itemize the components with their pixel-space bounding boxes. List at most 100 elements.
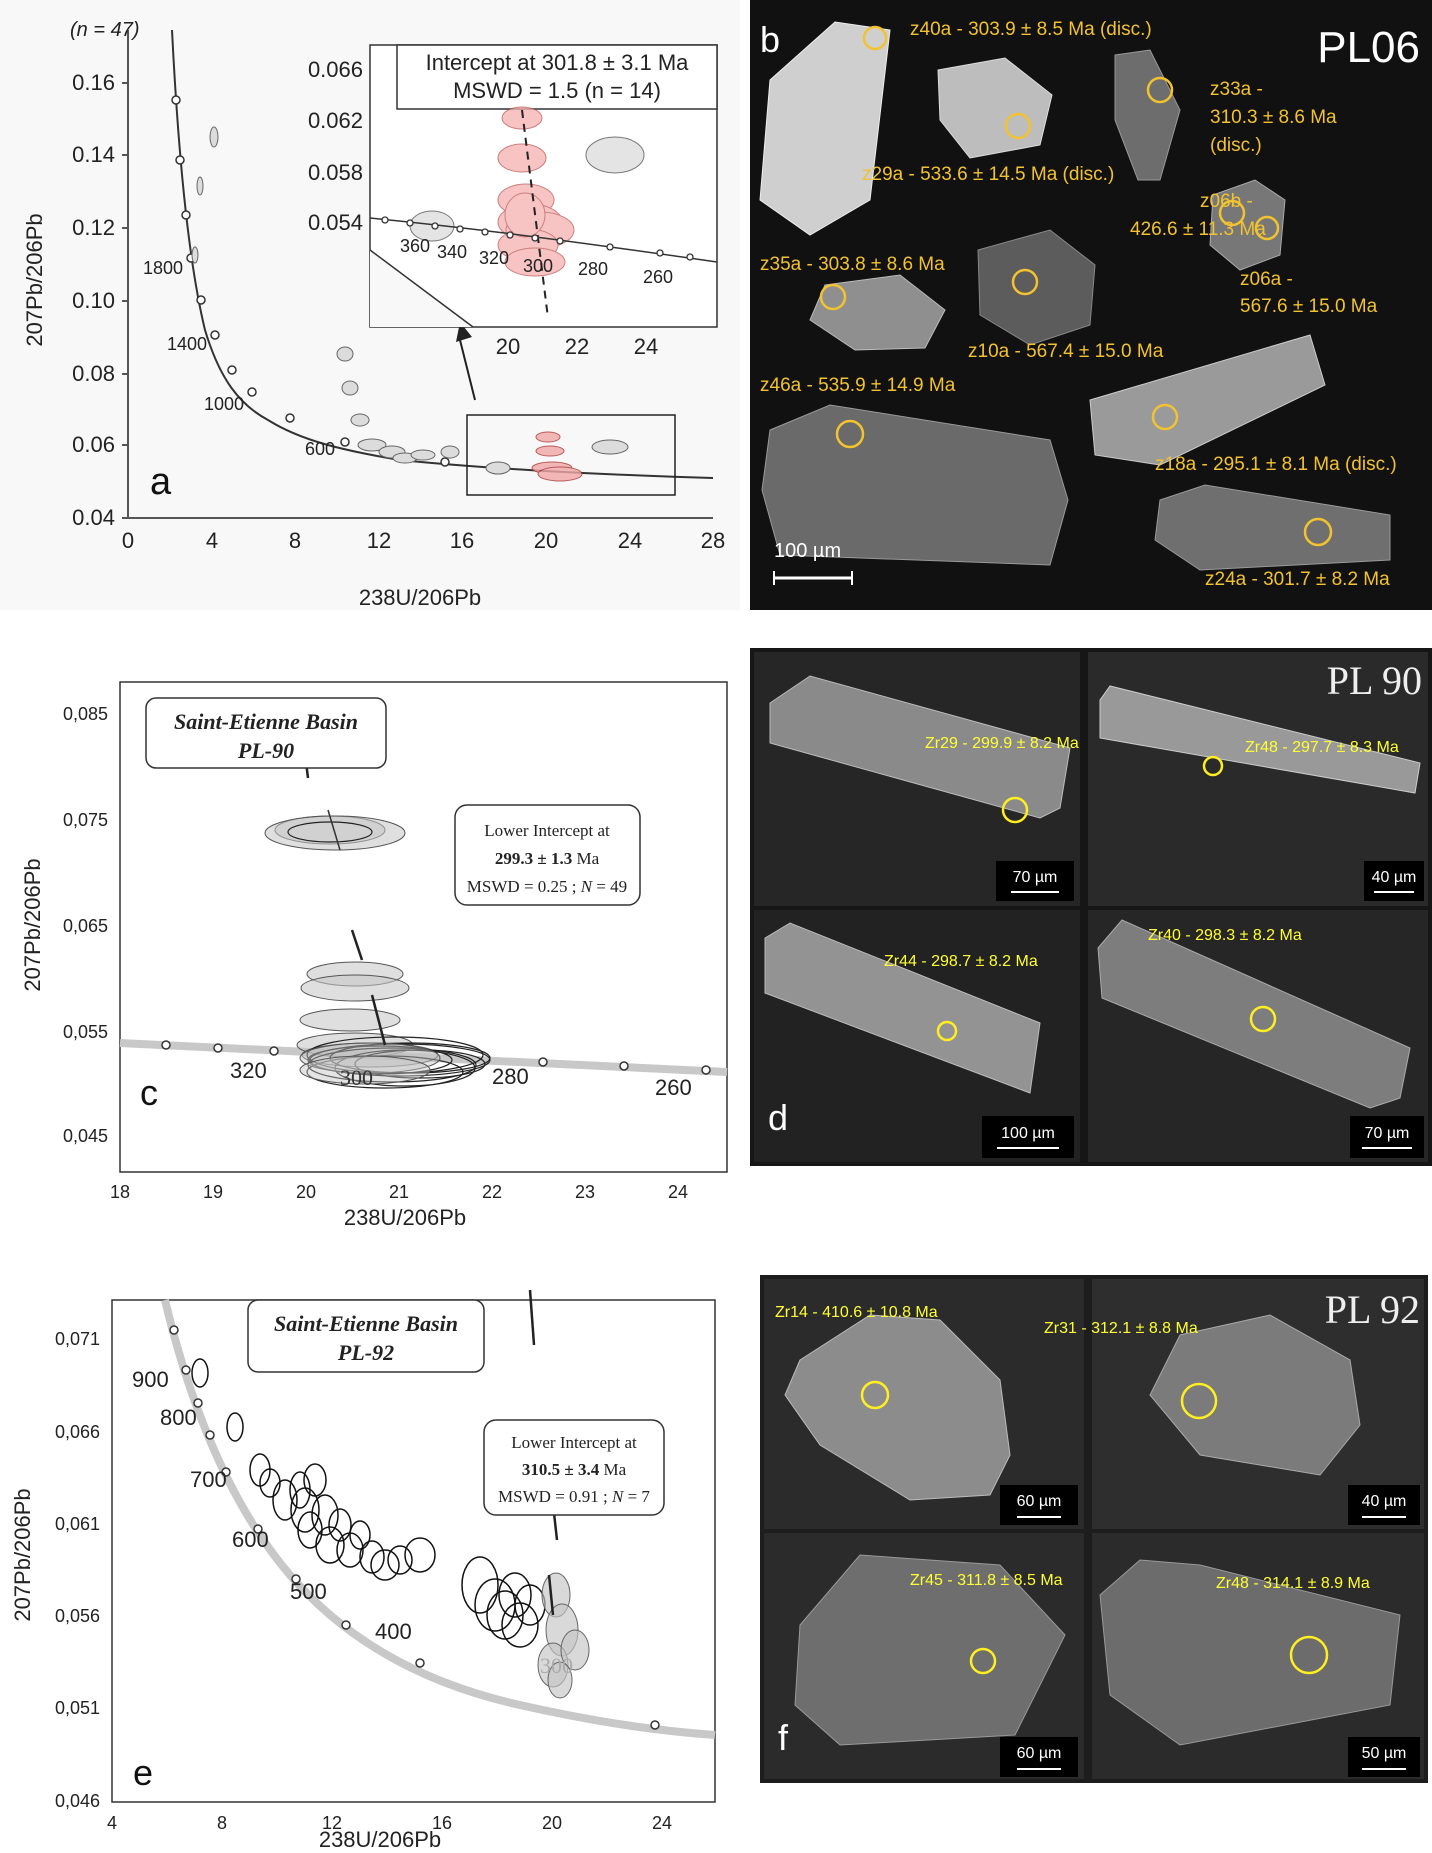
panel-b-grain-label: (disc.) [1210, 135, 1262, 156]
panel-a-ytick: 0.08 [72, 361, 115, 386]
panel-e-intercept-box [483, 1419, 665, 1516]
panel-b-grain-label: z18a - 295.1 ± 8.1 Ma (disc.) [1155, 454, 1397, 475]
panel-b-svg: z40a - 303.9 ± 8.5 Ma (disc.) z33a - 310… [750, 0, 1432, 610]
panel-f-grain-label: Zr31 - 312.1 ± 8.8 Ma [1044, 1320, 1198, 1337]
panel-d-grain-label: Zr44 - 298.7 ± 8.2 Ma [884, 953, 1038, 970]
panel-e-age-label: 500 [290, 1579, 327, 1604]
panel-e-box-age: 310.5 ± 3.4 [522, 1460, 600, 1479]
panel-c-age-label: 260 [655, 1075, 692, 1100]
panel-e-ytick: 0,056 [55, 1606, 100, 1626]
panel-f-scale-label: 60 µm [1017, 1745, 1062, 1762]
panel-c-intercept-box [454, 804, 641, 906]
panel-f-scale-box [1000, 1737, 1078, 1777]
panel-a-inset-age-label: 340 [437, 242, 467, 262]
panel-a-age-label: 1800 [143, 258, 183, 278]
panel-d-zircon-images: Zr29 - 299.9 ± 8.2 Ma Zr48 - 297.7 ± 8.3… [750, 648, 1432, 1166]
panel-c-ytick: 0,065 [63, 916, 108, 936]
panel-a-inset-age-label: 300 [523, 256, 553, 276]
panel-a-xtick: 20 [534, 528, 558, 553]
panel-f-zircon-images: Zr14 - 410.6 ± 10.8 Ma Zr31 - 312.1 ± 8.… [760, 1275, 1428, 1783]
panel-b-grain-label: z10a - 567.4 ± 15.0 Ma [968, 341, 1164, 362]
panel-a-intercept-line1: Intercept at 301.8 ± 3.1 Ma [426, 50, 690, 75]
panel-e-age-label: 900 [132, 1367, 169, 1392]
panel-a-ytick: 0.12 [72, 215, 115, 240]
panel-f-scale-label: 60 µm [1017, 1493, 1062, 1510]
panel-e-ytick: 0,066 [55, 1422, 100, 1442]
panel-b-grain-label: 310.3 ± 8.6 Ma [1210, 107, 1337, 128]
panel-c-title-line2: PL-90 [237, 738, 294, 763]
panel-a-inset-ytick: 0.054 [308, 210, 363, 235]
panel-d-scale-box [1350, 1116, 1424, 1158]
panel-c-box-age: 299.3 ± 1.3 [495, 849, 572, 868]
panel-a-age-label: 600 [305, 439, 335, 459]
panel-c-ylabel: 207Pb/206Pb [20, 858, 45, 991]
panel-a-inset-age-label: 320 [479, 248, 509, 268]
panel-c-age-label: 280 [492, 1064, 529, 1089]
panel-d-grain-label: Zr29 - 299.9 ± 8.2 Ma [925, 735, 1079, 752]
panel-a-xlabel: 238U/206Pb [359, 585, 481, 610]
panel-a-letter: a [150, 461, 172, 503]
panel-e-title-box [247, 1299, 485, 1373]
panel-d-grain-label: Zr40 - 298.3 ± 8.2 Ma [1148, 927, 1302, 944]
panel-b-grain-label: z06a - [1240, 269, 1293, 290]
panel-c-xtick: 20 [296, 1182, 316, 1202]
panel-b-scale-label: 100 µm [774, 540, 841, 562]
panel-e-ytick: 0,071 [55, 1329, 100, 1349]
panel-a-xtick: 28 [701, 528, 725, 553]
panel-e-ytick: 0,051 [55, 1698, 100, 1718]
panel-f-scale-box [1348, 1737, 1420, 1777]
panel-e-xtick: 20 [542, 1813, 562, 1833]
panel-c-ytick: 0,085 [63, 704, 108, 724]
panel-c-ytick: 0,045 [63, 1126, 108, 1146]
panel-e-xtick: 16 [432, 1813, 452, 1833]
panel-d-svg: Zr29 - 299.9 ± 8.2 Ma Zr48 - 297.7 ± 8.3… [750, 648, 1432, 1166]
panel-a-ytick: 0.06 [72, 432, 115, 457]
panel-f-letter: f [778, 1717, 789, 1758]
panel-a-n-note: (n = 47) [70, 19, 139, 41]
svg-text:299.3 ± 1.3 Ma: 299.3 ± 1.3 Ma [495, 849, 600, 868]
panel-f-scale-box [1348, 1485, 1420, 1525]
svg-text:310.5 ± 3.4 Ma: 310.5 ± 3.4 Ma [522, 1460, 627, 1479]
panel-b-sample-id: PL06 [1317, 23, 1420, 72]
panel-b-letter: b [760, 19, 780, 60]
panel-c-box-n: = 49 [592, 877, 627, 896]
panel-e-xtick: 12 [322, 1813, 342, 1833]
panel-a-ylabel: 207Pb/206Pb [22, 213, 47, 346]
panel-b-zircon-images: z40a - 303.9 ± 8.5 Ma (disc.) z33a - 310… [750, 0, 1432, 610]
panel-e-age-label: 700 [190, 1467, 227, 1492]
panel-c-xlabel: 238U/206Pb [344, 1205, 466, 1230]
panel-e-xlabel: 238U/206Pb [319, 1827, 441, 1848]
svg-text:MSWD = 0.25 ; N = 49: MSWD = 0.25 ; N = 49 [467, 877, 627, 896]
panel-c-age-label: 320 [230, 1058, 267, 1083]
panel-e-title-line1: Saint-Etienne Basin [274, 1311, 458, 1336]
panel-e-xtick: 8 [217, 1813, 227, 1833]
panel-f-scale-box [1000, 1485, 1078, 1525]
panel-c-box-n-symbol: N [580, 877, 594, 896]
panel-a-xtick: 24 [618, 528, 642, 553]
panel-c-box-mswd: MSWD = 0.25 ; [467, 877, 581, 896]
panel-b-grain-label: z35a - 303.8 ± 8.6 Ma [760, 254, 945, 275]
panel-e-letter: e [133, 1752, 153, 1793]
panel-c-xtick: 18 [110, 1182, 130, 1202]
panel-c-title-line1: Saint-Etienne Basin [174, 709, 358, 734]
panel-a-age-label: 1400 [167, 334, 207, 354]
panel-b-grain-label: 426.6 ± 11.3 Ma [1130, 219, 1266, 240]
panel-a-concordia-plot: (n = 47) 0.04 0.06 0.08 0.10 0.12 0.14 0… [0, 0, 740, 610]
panel-a-xtick: 0 [122, 528, 134, 553]
panel-d-scale-label: 70 µm [1013, 869, 1058, 886]
panel-a-ytick: 0.04 [72, 505, 115, 530]
panel-a-inset-ytick: 0.058 [308, 160, 363, 185]
panel-f-scale-label: 40 µm [1362, 1493, 1407, 1510]
panel-b-grain-label: z24a - 301.7 ± 8.2 Ma [1205, 569, 1390, 590]
panel-e-concordia-plot: 0,046 0,051 0,056 0,061 0,066 0,071 4 8 … [0, 1285, 740, 1852]
panel-c-xtick: 21 [389, 1182, 409, 1202]
panel-d-scale-label: 70 µm [1365, 1125, 1410, 1142]
panel-e-age-label: 800 [160, 1405, 197, 1430]
panel-f-svg: Zr14 - 410.6 ± 10.8 Ma Zr31 - 312.1 ± 8.… [760, 1275, 1428, 1783]
panel-a-svg: (n = 47) 0.04 0.06 0.08 0.10 0.12 0.14 0… [0, 0, 740, 610]
panel-e-title-line2: PL-92 [337, 1340, 394, 1365]
panel-b-grain-label: z29a - 533.6 ± 14.5 Ma (disc.) [862, 164, 1114, 185]
panel-e-age-label: 300 [540, 1653, 573, 1678]
svg-text:MSWD = 0.91 ; N = 7: MSWD = 0.91 ; N = 7 [498, 1487, 650, 1506]
panel-a-inset-xtick: 22 [565, 334, 589, 359]
